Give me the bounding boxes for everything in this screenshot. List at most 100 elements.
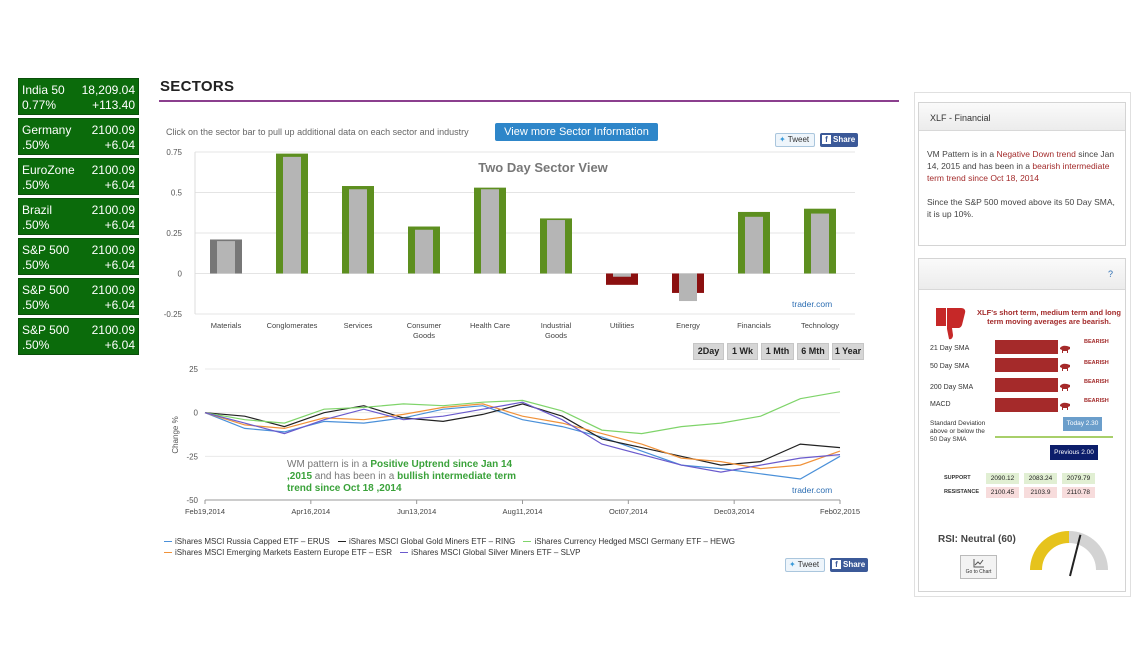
ticker-value: 2100.09: [91, 243, 135, 257]
ticker-percent: .50%: [22, 138, 50, 152]
ticker-percent: .50%: [22, 298, 50, 312]
annotation-trend-1: Positive Uptrend since Jan 14 ,2015: [287, 459, 513, 482]
sector-bar-chart[interactable]: 0.75 0.5 0.25 0 -0.25 Two Day Sector View Mate…: [160, 145, 860, 345]
ticker-item[interactable]: S&P 500 2100.09 .50% +6.04: [18, 238, 139, 275]
legend-item: iShares MSCI Emerging Markets Eastern Eu…: [164, 548, 392, 557]
resistance-value: 2110.78: [1062, 487, 1095, 498]
category-label: Industrial: [541, 321, 572, 330]
sector-bar-inner[interactable]: [811, 213, 829, 274]
range-button[interactable]: 1 Wk: [727, 343, 758, 360]
ticker-item[interactable]: S&P 500 2100.09 .50% +6.04: [18, 278, 139, 315]
ticker-change: +113.40: [92, 98, 135, 112]
category-label: Technology: [801, 321, 839, 330]
x-tick-label: Jun13,2014: [397, 507, 436, 516]
indicator-status: BEARISH: [1084, 398, 1109, 404]
resistance-value: 2103.9: [1024, 487, 1057, 498]
indicator-label: 200 Day SMA: [930, 384, 974, 391]
tweet-button-bottom[interactable]: ✦ Tweet: [785, 558, 825, 572]
category-label: Conglomerates: [267, 321, 318, 330]
series-line[interactable]: [204, 403, 841, 470]
ticker-item[interactable]: Brazil 2100.09 .50% +6.04: [18, 198, 139, 235]
y-tick-label: -50: [186, 496, 198, 505]
facebook-icon: f: [822, 135, 831, 144]
sector-bar-inner[interactable]: [547, 220, 565, 274]
indicator-status: BEARISH: [1084, 339, 1109, 345]
etf-line-chart[interactable]: 25 0 -25 -50 Change % Feb19,2014 Apr16,2014 Jun…: [160, 362, 860, 522]
tweet-button[interactable]: ✦ Tweet: [775, 133, 815, 147]
ticker-name: S&P 500: [22, 283, 70, 297]
help-icon[interactable]: ?: [1107, 269, 1113, 279]
indicator-label: MACD: [930, 401, 951, 408]
legend-label: iShares MSCI Global Silver Miners ETF – …: [411, 548, 581, 557]
support-value: 2083.24: [1024, 473, 1057, 484]
series-line[interactable]: [204, 391, 841, 435]
ticker-item[interactable]: EuroZone 2100.09 .50% +6.04: [18, 158, 139, 195]
tweet-label: Tweet: [787, 135, 810, 144]
go-to-chart-label: Go to Chart: [965, 569, 992, 575]
share-button-bottom[interactable]: f Share: [830, 558, 868, 572]
x-tick-label: Feb19,2014: [185, 507, 225, 516]
indicator-label: 50 Day SMA: [930, 363, 970, 370]
ticker-item[interactable]: India 50 18,209.04 0.77% +113.40: [18, 78, 139, 115]
sector-bar-inner[interactable]: [679, 273, 697, 302]
tweet-label: Tweet: [797, 560, 820, 569]
category-label: Services: [344, 321, 373, 330]
ticker-percent: .50%: [22, 338, 50, 352]
watermark: trader.com: [792, 299, 832, 309]
ticker-name: Brazil: [22, 203, 53, 217]
ticker-value: 2100.09: [91, 203, 135, 217]
annotation-mid: and has been in a: [312, 471, 398, 482]
support-value: 2090.12: [986, 473, 1019, 484]
legend-item: iShares MSCI Global Gold Miners ETF – RI…: [337, 537, 515, 546]
range-button[interactable]: 1 Year: [832, 343, 864, 360]
y-tick-label: 0.75: [166, 148, 182, 157]
sector-bar-inner[interactable]: [481, 189, 499, 274]
series-line[interactable]: [204, 401, 841, 473]
indicator-status: BEARISH: [1084, 360, 1109, 366]
indicator-label: 21 Day SMA: [930, 345, 970, 352]
ticker-change: +6.04: [104, 258, 135, 272]
go-to-chart-button[interactable]: Go to Chart: [960, 555, 997, 579]
sector-bar-inner[interactable]: [415, 229, 433, 274]
sector-bar-inner[interactable]: [613, 273, 631, 277]
view-more-sector-button[interactable]: View more Sector Information: [495, 123, 658, 141]
share-button[interactable]: f Share: [820, 133, 858, 147]
range-button[interactable]: 2Day: [693, 343, 724, 360]
indicator-bar: [995, 340, 1058, 354]
range-button[interactable]: 1 Mth: [761, 343, 794, 360]
annotation-prefix: WM pattern is in a: [287, 459, 371, 470]
today-std-value: Today 2.30: [1063, 417, 1102, 431]
sector-bar-inner[interactable]: [745, 216, 763, 274]
y-tick-label: -25: [186, 452, 198, 461]
bear-icon: [1060, 383, 1070, 391]
ticker-percent: 0.77%: [22, 98, 57, 112]
ticker-item[interactable]: Germany 2100.09 .50% +6.04: [18, 118, 139, 155]
std-deviation-label: Standard Deviation above or below the 50…: [930, 420, 986, 443]
sector-bar-inner[interactable]: [283, 156, 301, 274]
sector-bar-inner[interactable]: [349, 189, 367, 274]
previous-std-value: Previous 2.00: [1050, 445, 1098, 460]
trend-highlight: since Oct 18, 2014: [965, 173, 1039, 183]
ticker-name: S&P 500: [22, 323, 70, 337]
ticker-item[interactable]: S&P 500 2100.09 .50% +6.04: [18, 318, 139, 355]
ticker-list: India 50 18,209.04 0.77% +113.40 Germany…: [18, 78, 139, 358]
indicator-bar: [995, 378, 1058, 392]
share-label: Share: [843, 560, 866, 569]
sector-bar-inner[interactable]: [217, 241, 235, 274]
x-tick-label: Oct07,2014: [609, 507, 648, 516]
category-label: Financials: [737, 321, 771, 330]
indicator-bar: [995, 358, 1058, 372]
trend-text: since Jan 14, 2015 and has been in a: [927, 149, 1115, 171]
range-button[interactable]: 6 Mth: [797, 343, 829, 360]
legend-item: iShares MSCI Russia Capped ETF – ERUS: [164, 537, 330, 546]
watermark: trader.com: [792, 485, 832, 495]
trend-highlight: bearish intermediate term trend: [927, 161, 1110, 183]
xlf-summary-panel: XLF - Financial VM Pattern is in a Negat…: [918, 102, 1126, 246]
bear-icon: [1060, 402, 1070, 410]
category-label: Energy: [676, 321, 700, 330]
ticker-change: +6.04: [104, 338, 135, 352]
panel-body: VM Pattern is in a Negative Down trend s…: [919, 131, 1125, 220]
category-label: Consumer: [407, 321, 442, 330]
y-tick-label: 0.5: [171, 189, 183, 198]
sector-bar-outer[interactable]: [606, 273, 638, 285]
